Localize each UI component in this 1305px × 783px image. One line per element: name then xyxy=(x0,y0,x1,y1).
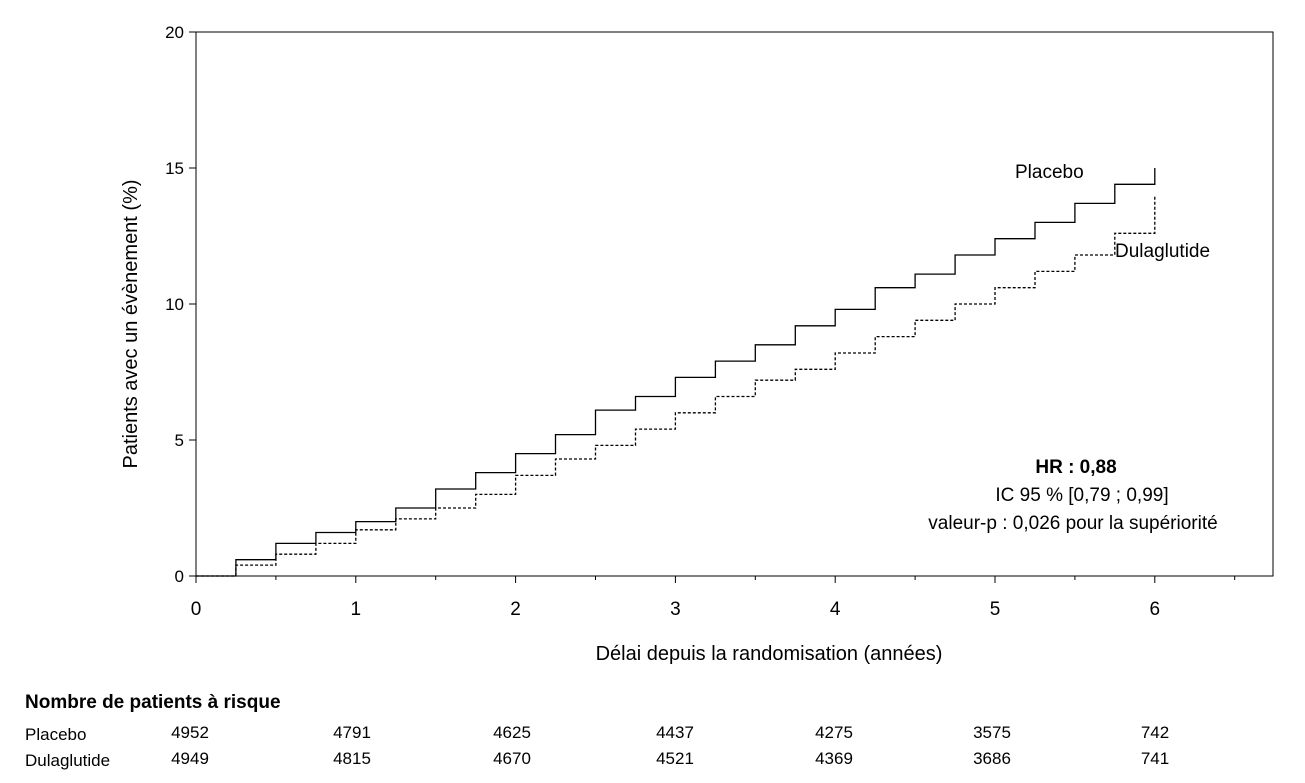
risk-cell: 4791 xyxy=(333,723,371,742)
y-tick-label: 20 xyxy=(165,23,184,42)
series-lines xyxy=(196,168,1156,577)
confidence-interval-annotation: IC 95 % [0,79 ; 0,99] xyxy=(995,485,1168,506)
risk-cell: 4521 xyxy=(656,749,694,768)
x-axis: 0 1 2 3 4 5 6 xyxy=(191,576,1236,620)
risk-cell: 4625 xyxy=(493,723,531,742)
risk-row-label: Dulaglutide xyxy=(25,751,111,770)
x-tick-label: 4 xyxy=(830,599,841,620)
km-chart: 0 5 10 15 20 0 1 2 3 4 5 6 Patients avec un évènem… xyxy=(120,23,1274,665)
x-tick-label: 2 xyxy=(510,599,521,620)
x-axis-label: Délai depuis la randomisation (années) xyxy=(596,643,943,665)
p-value-annotation: valeur-p : 0,026 pour la supériorité xyxy=(928,513,1217,534)
risk-cell: 4275 xyxy=(815,723,853,742)
risk-cell: 741 xyxy=(1140,749,1170,768)
y-tick-label: 0 xyxy=(175,567,184,586)
y-tick-label: 10 xyxy=(165,295,184,314)
y-tick-label: 5 xyxy=(175,431,184,450)
risk-cell: 4815 xyxy=(333,749,371,768)
series-label-placebo: Placebo xyxy=(1015,162,1084,183)
series-label-dulaglutide: Dulaglutide xyxy=(1115,241,1210,262)
x-tick-label: 3 xyxy=(670,599,681,620)
series-line-dulaglutide xyxy=(196,195,1156,577)
x-tick-label: 0 xyxy=(191,599,202,620)
x-tick-label: 5 xyxy=(990,599,1001,620)
x-tick-label: 1 xyxy=(351,599,362,620)
hazard-ratio-annotation: HR : 0,88 xyxy=(1035,457,1116,478)
risk-cell: 4952 xyxy=(171,723,209,742)
x-tick-label: 6 xyxy=(1150,599,1161,620)
risk-cell: 742 xyxy=(1140,723,1170,742)
risk-table-title: Nombre de patients à risque xyxy=(25,692,281,713)
y-axis: 0 5 10 15 20 xyxy=(165,23,196,586)
risk-cell: 3575 xyxy=(973,723,1011,742)
risk-row-label: Placebo xyxy=(25,725,87,744)
y-axis-label: Patients avec un évènement (%) xyxy=(120,179,142,468)
risk-cell: 4369 xyxy=(815,749,853,768)
risk-cell: 3686 xyxy=(973,749,1011,768)
y-tick-label: 15 xyxy=(165,159,184,178)
risk-cell: 4437 xyxy=(656,723,694,742)
risk-cell: 4670 xyxy=(493,749,531,768)
series-line-placebo xyxy=(196,168,1156,577)
risk-cell: 4949 xyxy=(171,749,209,768)
